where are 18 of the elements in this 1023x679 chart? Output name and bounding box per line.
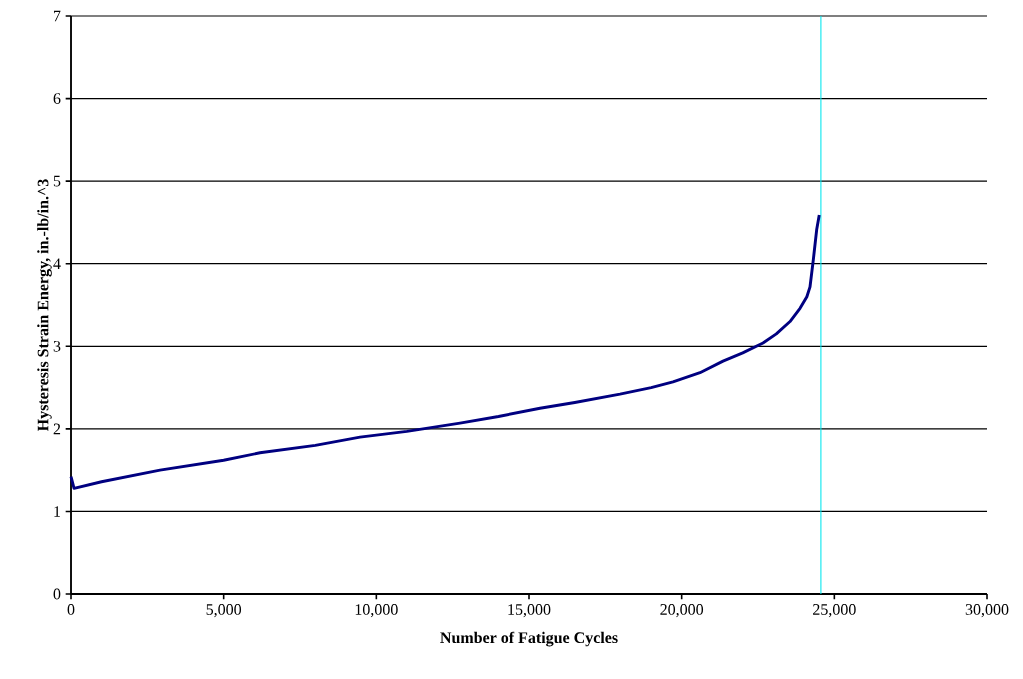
y-tick-label: 6 [53,93,61,104]
y-tick-label: 4 [53,258,61,269]
line-series [69,213,821,490]
x-tick-label: 25,000 [813,604,856,618]
x-tick-label: 0 [67,604,75,615]
x-tick-label: 20,000 [660,604,704,618]
y-tick-label: 1 [54,506,61,517]
y-axis-title: Hysteresis Strain Energy, in.-lb/in.^3 [37,179,52,432]
y-tick-label: 7 [54,10,61,22]
x-tick-label: 15,000 [508,604,551,618]
y-tick-label: 3 [53,340,61,352]
x-tick-label: 5,000 [206,604,242,618]
x-tick-label: 30,000 [965,604,1009,618]
y-tick-label: 0 [53,588,61,600]
x-tick-label: 10,000 [355,604,398,618]
x-axis-title: Number of Fatigue Cycles [440,631,618,647]
y-tick-label: 5 [53,175,61,187]
y-tick-label: 2 [53,423,61,435]
